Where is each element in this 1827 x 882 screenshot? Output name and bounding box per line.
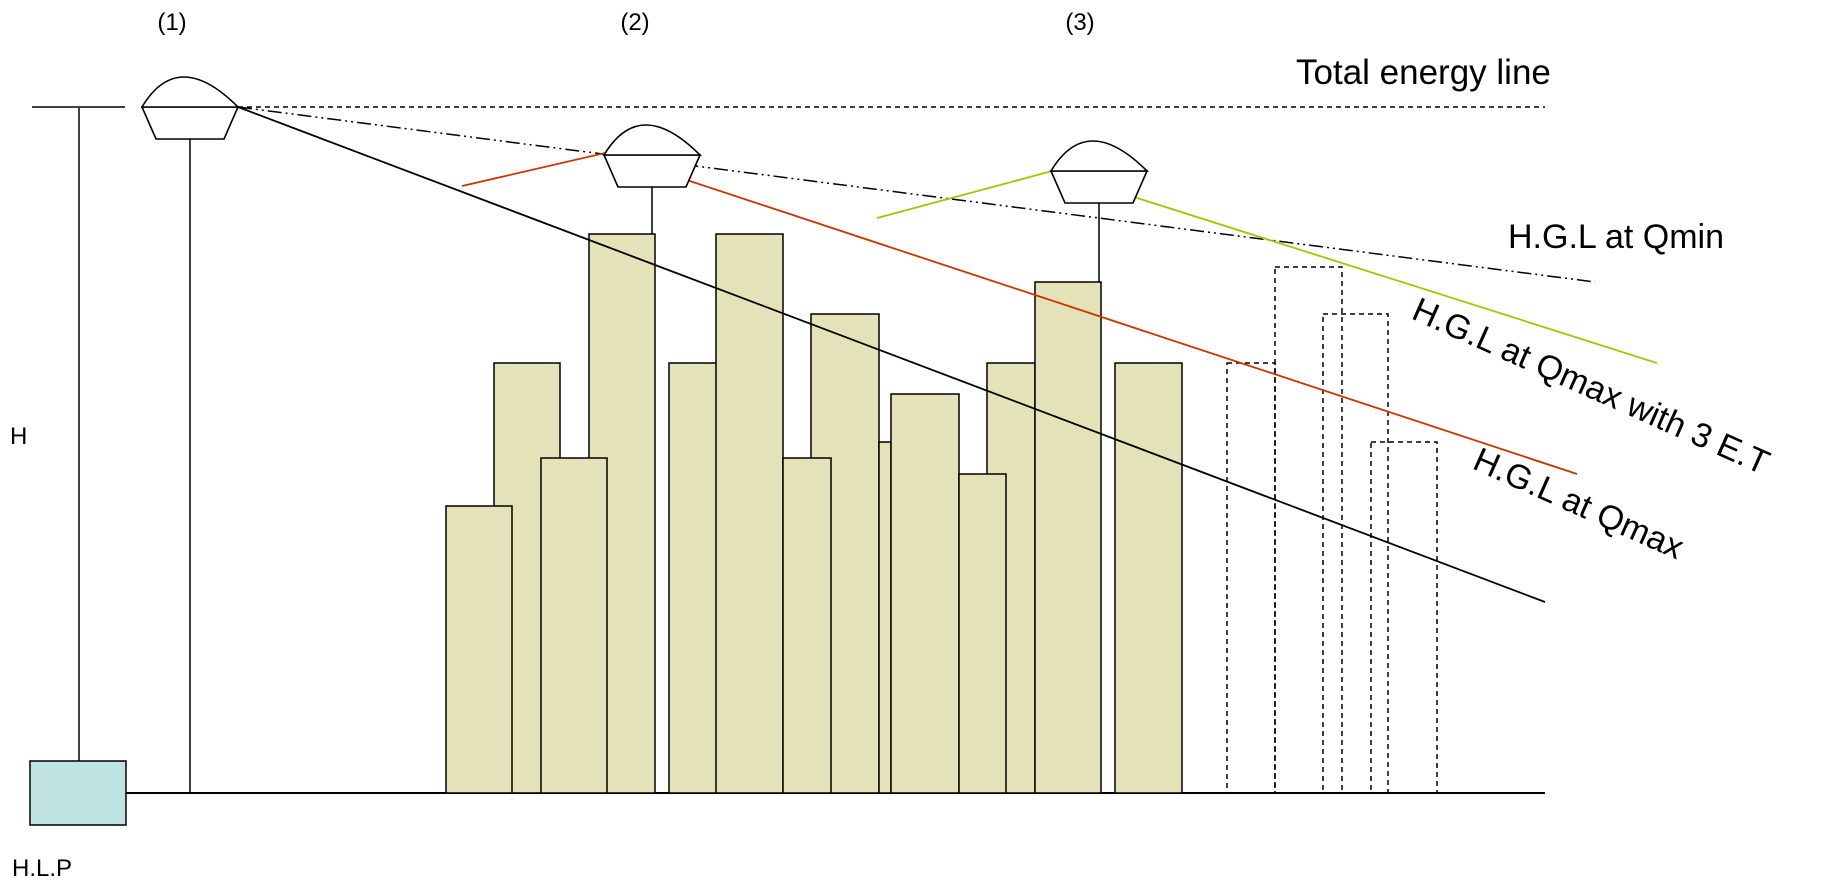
building [1034,281,1102,794]
total-energy-line-label: Total energy line [1296,53,1551,92]
tank-2-label: (2) [620,9,649,36]
future-building [1370,441,1438,794]
elevated-tank-3 [1049,140,1149,204]
building [890,393,960,794]
tank-dome [602,124,702,156]
future-buildings [1226,266,1438,794]
pump-station-box [29,760,127,826]
pump-station-label: H.L.P [12,855,72,882]
building [782,457,832,794]
buildings [445,233,1183,794]
building [715,233,784,794]
future-building [1322,313,1389,794]
tank-1-label: (1) [157,9,186,36]
tank-dome [140,76,240,108]
hgl-qmin-label: H.G.L at Qmin [1508,218,1724,256]
elevated-tank-1 [140,76,240,140]
hgl-qmax-3et-label: H.G.L at Qmax with 3 E.T [1407,291,1775,483]
tank-dome [1049,140,1149,172]
building [540,457,608,794]
hgl-qmin-line [237,106,1596,283]
tank-3-label: (3) [1065,9,1094,36]
building [1114,362,1183,794]
building [958,473,1007,794]
hgl-qmax-3et-line [876,170,1658,364]
hgl-qmax-label: H.G.L at Qmax [1468,441,1689,567]
future-building [1274,266,1343,794]
tank-body [1049,170,1149,204]
building [878,441,892,794]
elevated-tank-2 [602,124,702,188]
tank-body [140,106,240,140]
head-label: H [10,423,27,450]
building [445,505,513,794]
hgl-qmax-line [237,106,1546,603]
tank-body [602,154,702,188]
future-building [1226,362,1276,794]
